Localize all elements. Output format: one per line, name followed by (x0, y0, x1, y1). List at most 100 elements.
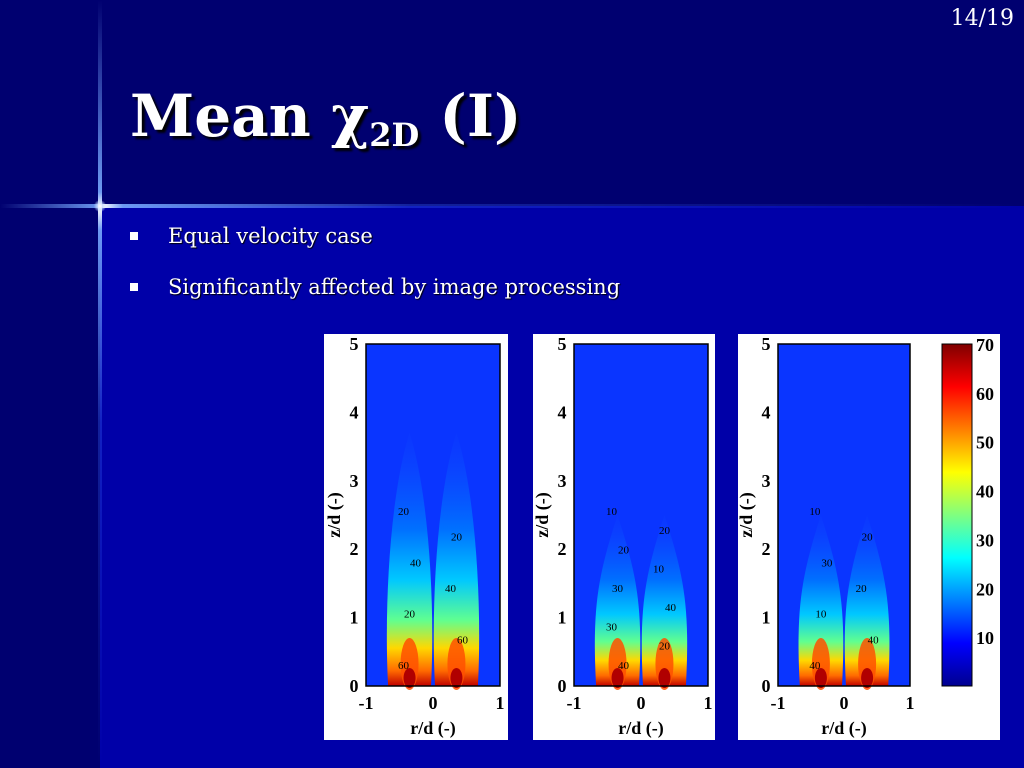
contour-label: 10 (653, 564, 665, 576)
background-top (0, 0, 1024, 206)
colorbar-tick-label: 10 (976, 628, 994, 648)
jet-core-peak (861, 668, 874, 688)
y-tick-label: 1 (558, 608, 567, 628)
contour-label: 30 (606, 621, 618, 633)
contour-label: 20 (618, 544, 630, 556)
contour-label: 20 (862, 532, 874, 544)
y-axis-label: z/d (-) (532, 492, 553, 537)
contour-label: 20 (451, 532, 463, 544)
y-tick-label: 0 (350, 676, 359, 696)
y-tick-label: 1 (350, 608, 359, 628)
y-tick-label: 4 (762, 402, 771, 422)
x-tick-label: -1 (567, 693, 582, 713)
contour-label: 10 (606, 506, 618, 518)
contour-label: 10 (809, 506, 821, 518)
plot-frame (365, 343, 501, 687)
x-tick-label: 1 (496, 693, 505, 713)
light-flare (94, 200, 106, 212)
x-tick-label: 1 (704, 693, 713, 713)
y-tick-label: 2 (558, 539, 567, 559)
background-left (0, 206, 100, 768)
contour-label: 20 (659, 525, 671, 537)
colorbar-tick-label: 50 (976, 433, 994, 453)
y-tick-label: 3 (558, 471, 567, 491)
colorbar-tick-label: 70 (976, 335, 994, 355)
square-bullet-icon (130, 283, 138, 291)
y-tick-label: 0 (558, 676, 567, 696)
bullet-item: Significantly affected by image processi… (130, 273, 620, 324)
title-subscript: 2D (369, 116, 420, 154)
x-tick-label: -1 (359, 693, 374, 713)
y-tick-label: 2 (350, 539, 359, 559)
colorbar-gradient (941, 343, 973, 687)
bullet-list: Equal velocity case Significantly affect… (130, 222, 620, 324)
y-tick-label: 5 (350, 334, 359, 354)
y-tick-label: 5 (558, 334, 567, 354)
jet-core-peak (814, 668, 827, 688)
slide-title: Mean χ2D (I) (130, 82, 521, 154)
contour-label: 40 (410, 557, 422, 569)
plot-area (366, 344, 500, 686)
square-bullet-icon (130, 232, 138, 240)
jet-plume (386, 432, 433, 686)
contour-label: 40 (665, 602, 677, 614)
y-axis-label: z/d (-) (736, 492, 757, 537)
jet-plume (798, 515, 844, 686)
title-symbol: χ (331, 82, 370, 150)
x-axis-label: r/d (-) (618, 718, 663, 739)
jet-plume (433, 432, 480, 686)
title-main: Mean (130, 82, 332, 150)
colorbar-tick-label: 30 (976, 530, 994, 550)
contour-label: 40 (445, 583, 457, 595)
plot-area (778, 344, 910, 686)
y-tick-label: 2 (762, 539, 771, 559)
bullet-text: Significantly affected by image processi… (168, 275, 621, 299)
x-tick-label: 0 (840, 693, 849, 713)
contour-label: 60 (398, 660, 410, 672)
contour-label: 40 (868, 634, 880, 646)
title-suffix: (I) (419, 82, 522, 150)
jet-core-peak (611, 668, 624, 688)
jet-plume (641, 515, 688, 686)
x-axis-label: r/d (-) (821, 718, 866, 739)
x-tick-label: -1 (771, 693, 786, 713)
contour-figure: 20 20 40 40 20 60 60 0 1 2 3 4 5 -1 0 1 z/d (-) r/d (-) 10… (324, 334, 1002, 740)
y-tick-label: 3 (350, 471, 359, 491)
y-tick-label: 1 (762, 608, 771, 628)
x-axis-label: r/d (-) (410, 718, 455, 739)
jet-core-peak (450, 668, 463, 688)
y-tick-label: 4 (350, 402, 359, 422)
contour-label: 30 (821, 557, 833, 569)
jet-core-peak (403, 668, 416, 688)
vertical-light-line (98, 0, 102, 768)
colorbar-tick-label: 40 (976, 482, 994, 502)
bullet-text: Equal velocity case (168, 224, 373, 248)
x-tick-label: 1 (906, 693, 915, 713)
bullet-item: Equal velocity case (130, 222, 620, 273)
y-tick-label: 3 (762, 471, 771, 491)
x-tick-label: 0 (429, 693, 438, 713)
contour-label: 20 (659, 641, 671, 653)
contour-label: 10 (815, 609, 827, 621)
y-tick-label: 5 (762, 334, 771, 354)
jet-plume (844, 515, 890, 686)
contour-label: 20 (398, 506, 410, 518)
contour-label: 40 (618, 660, 630, 672)
plot-area (574, 344, 708, 686)
contour-label: 40 (809, 660, 821, 672)
contour-label: 20 (856, 583, 868, 595)
y-axis-label: z/d (-) (324, 492, 345, 537)
y-tick-label: 4 (558, 402, 567, 422)
page-number: 14/19 (950, 6, 1014, 31)
colorbar-tick-label: 60 (976, 384, 994, 404)
horizontal-light-line (0, 204, 1024, 208)
jet-plume (594, 515, 641, 686)
jet-core-peak (658, 668, 671, 688)
y-tick-label: 0 (762, 676, 771, 696)
plot-frame (573, 343, 709, 687)
colorbar: 10 20 30 40 50 60 70 (941, 335, 994, 687)
